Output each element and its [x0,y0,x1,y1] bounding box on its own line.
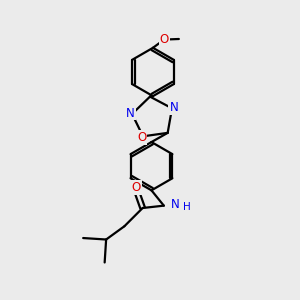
Text: N: N [169,101,178,114]
Text: O: O [137,131,146,144]
Text: O: O [160,33,169,46]
Text: O: O [131,181,141,194]
Text: N: N [171,198,179,211]
Text: H: H [183,202,191,212]
Text: N: N [126,106,135,119]
